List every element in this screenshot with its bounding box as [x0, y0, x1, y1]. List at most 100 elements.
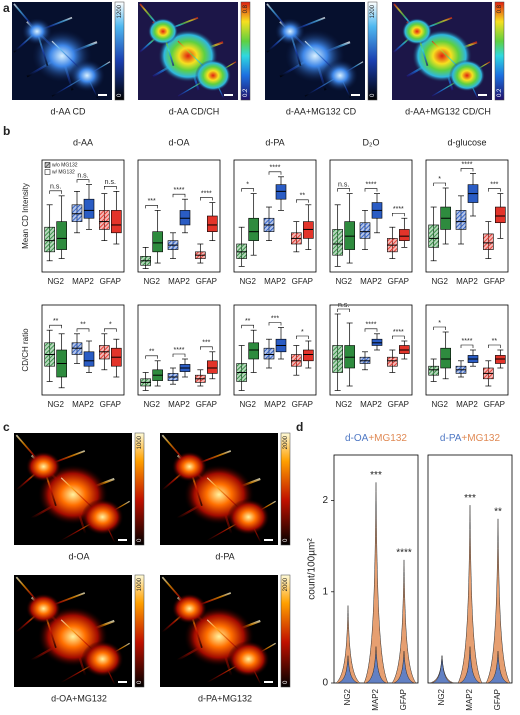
cell-body: [449, 59, 485, 92]
significance-bracket: [433, 326, 446, 330]
significance-bracket: [460, 344, 474, 348]
title-part: +MG132: [368, 433, 407, 444]
chart-title: d-PA+MG132: [440, 433, 501, 444]
significance-bracket: [392, 335, 405, 339]
significance-label: ***: [148, 198, 156, 205]
significance-label: **: [245, 318, 251, 325]
significance-label: **: [300, 193, 306, 200]
significance-bracket: [268, 171, 282, 175]
significance-bracket: [76, 179, 90, 183]
y-tick-label: 2: [322, 495, 328, 506]
violin: [487, 651, 509, 684]
image-caption: d-OA+MG132: [51, 693, 107, 703]
significance-label: *: [301, 329, 304, 336]
cell-body: [22, 18, 52, 45]
box: [207, 360, 218, 374]
chart-title: d-AA: [73, 137, 93, 147]
x-tick-label: GFAP: [484, 400, 505, 409]
box: [495, 206, 506, 224]
cell-body: [171, 451, 208, 482]
x-tick-label: MAP2: [72, 400, 94, 409]
y-tick-label: 0: [322, 678, 328, 689]
cell-body: [275, 18, 305, 45]
x-tick-label: MAP2: [360, 400, 382, 409]
scale-bar: [264, 539, 273, 541]
significance-bracket: [172, 353, 186, 357]
significance-label: ****: [393, 206, 404, 213]
colorbar-max-label: 1200: [117, 4, 123, 18]
chart-title: d-PA: [265, 137, 284, 147]
y-axis-label: CD/CH ratio: [21, 328, 30, 372]
x-tick-label: NG2: [143, 400, 160, 409]
scale-bar: [478, 94, 487, 96]
x-tick-label: MAP2: [360, 277, 382, 286]
violin: [457, 505, 483, 684]
title-part: d-OA: [345, 433, 369, 444]
box: [359, 222, 371, 239]
significance-label: ****: [366, 322, 377, 329]
box: [248, 217, 259, 241]
significance-bracket: [241, 188, 254, 192]
colorbar-min-label: 0: [137, 680, 143, 684]
x-tick-label: GFAP: [100, 277, 121, 286]
x-tick-label: GFAP: [292, 277, 313, 286]
box: [455, 210, 467, 230]
image-caption: d-PA+MG132: [198, 693, 252, 703]
image-caption: d-AA+MG132 CD/CH: [405, 106, 491, 116]
box: [99, 210, 110, 230]
significance-label: ***: [202, 340, 210, 347]
plot-frame: [425, 159, 509, 273]
colorbar-max-label: 0.8: [243, 4, 249, 13]
significance-bracket: [296, 335, 309, 339]
significance-label: ****: [393, 329, 404, 336]
significance-bracket: [433, 182, 446, 186]
x-tick-label: NG2: [431, 400, 448, 409]
plot-frame: [41, 159, 125, 273]
cell-body: [81, 498, 124, 536]
significance-bracket: [460, 168, 474, 172]
box: [56, 221, 67, 250]
chart-title: D₂O: [363, 137, 380, 147]
significance-bracket: [488, 188, 501, 192]
scale-bar: [118, 539, 127, 541]
box: [275, 184, 287, 200]
significance-bracket: [49, 190, 62, 194]
box: [83, 198, 95, 219]
x-tick-label: MAP2: [456, 400, 478, 409]
colorbar-min-label: 0.2: [243, 88, 249, 97]
significance-bracket: [364, 328, 378, 332]
significance-label: **: [492, 338, 498, 345]
y-tick-label: 1: [322, 586, 328, 597]
significance-bracket: [172, 193, 186, 198]
x-tick-label: GFAP: [399, 689, 408, 710]
significance-bracket: [200, 197, 213, 201]
y-axis-label: count/100µm²: [307, 538, 318, 600]
significance-bracket: [104, 328, 117, 332]
x-tick-label: MAP2: [264, 277, 286, 286]
box: [428, 365, 439, 376]
x-tick-label: NG2: [47, 277, 64, 286]
x-tick-label: MAP2: [168, 277, 190, 286]
colorbar: [134, 432, 145, 546]
significance-label: **: [494, 506, 502, 517]
x-tick-label: NG2: [335, 277, 352, 286]
scale-bar: [264, 681, 273, 683]
box: [44, 226, 55, 253]
significance-bracket: [145, 205, 158, 209]
colorbar-max-label: 2000: [283, 577, 289, 591]
significance-label: **: [80, 322, 86, 329]
image-caption: d-AA CD/CH: [169, 106, 220, 116]
box: [428, 224, 439, 248]
chart-title: d-glucose: [447, 137, 486, 147]
significance-bracket: [200, 346, 213, 350]
significance-bracket: [364, 188, 378, 192]
colorbar-max-label: 0.8: [497, 4, 503, 13]
colorbar: [280, 574, 291, 688]
significance-label: ****: [462, 338, 473, 345]
colorbar: [134, 574, 145, 688]
cell-body: [171, 593, 208, 624]
box: [179, 210, 191, 226]
x-tick-label: MAP2: [168, 400, 190, 409]
significance-label: *: [109, 322, 112, 329]
significance-bracket: [49, 324, 62, 329]
